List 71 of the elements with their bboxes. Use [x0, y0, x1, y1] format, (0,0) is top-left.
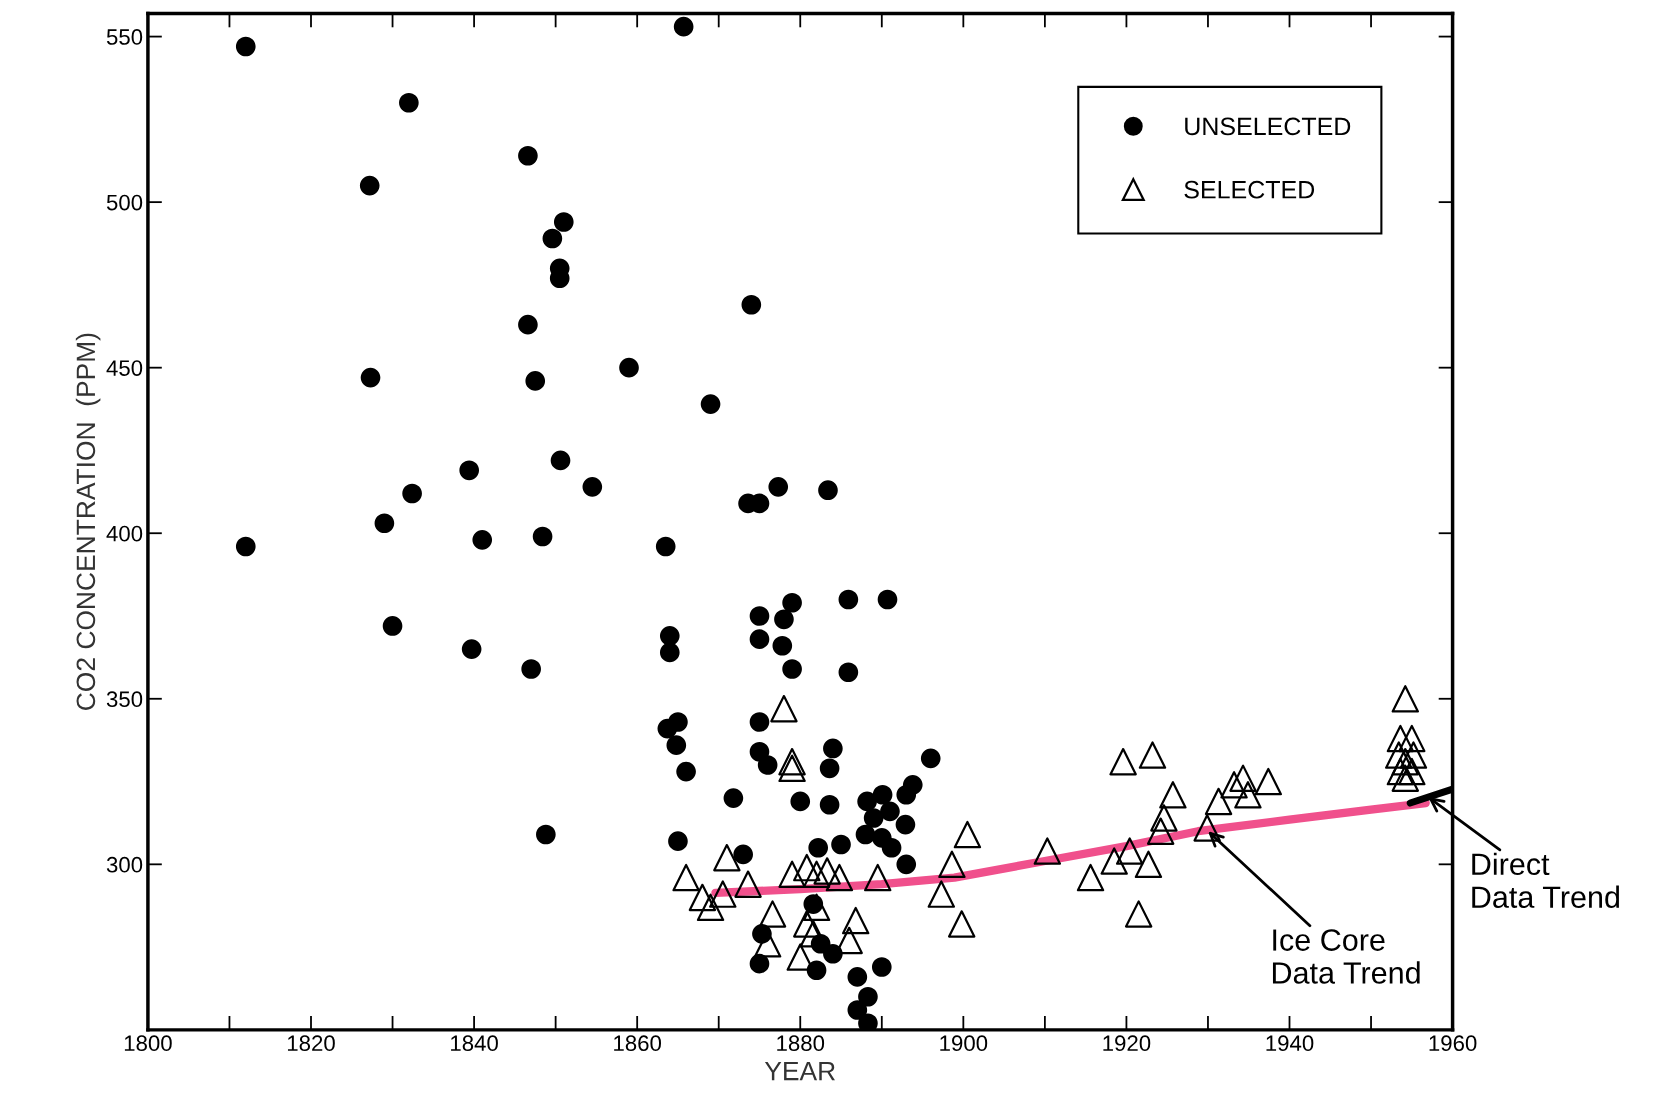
x-tick-label: 1940 [1266, 1035, 1314, 1052]
point [770, 694, 798, 723]
point [1193, 814, 1221, 842]
point [953, 820, 982, 849]
y-tick-label: 550 [106, 29, 143, 45]
point [1398, 724, 1426, 753]
point [1385, 741, 1413, 769]
point [1138, 741, 1167, 769]
x-tick-label: 1880 [777, 1035, 825, 1052]
point [734, 870, 762, 898]
point [709, 880, 737, 908]
point [863, 863, 892, 892]
point [1234, 781, 1262, 809]
point [1109, 747, 1137, 776]
x-tick-label: 1820 [287, 1035, 335, 1052]
point [1124, 900, 1153, 928]
x-tick-label: 1800 [124, 1035, 172, 1052]
x-tick-label: 1900 [940, 1035, 988, 1052]
legend-label: UNSELECTED [1185, 117, 1351, 136]
point [1386, 757, 1415, 786]
point [1399, 741, 1428, 769]
point [672, 863, 700, 892]
point [813, 857, 841, 885]
point [1150, 804, 1178, 832]
point [758, 900, 787, 928]
point [947, 910, 976, 938]
point [1398, 757, 1426, 786]
point [1033, 837, 1062, 865]
point [793, 910, 821, 938]
annotation: Direct Data Trend [1472, 852, 1619, 909]
point [793, 853, 821, 882]
point [696, 893, 725, 922]
point [778, 747, 806, 776]
point [1204, 787, 1233, 816]
legend-label: SELECTED [1184, 180, 1315, 199]
x-axis-title: YEAR [764, 1061, 835, 1081]
y-tick-label: 350 [106, 691, 143, 708]
y-tick-label: 400 [106, 525, 143, 542]
y-tick-label: 300 [106, 856, 143, 873]
x-tick-label: 1840 [451, 1035, 498, 1052]
point [1229, 764, 1257, 792]
x-tick-label: 1960 [1429, 1035, 1477, 1052]
point [835, 926, 863, 955]
point [927, 880, 956, 908]
y-tick-label: 500 [106, 194, 143, 211]
annotation: Ice Core Data Trend [1272, 929, 1420, 984]
point [841, 906, 870, 935]
point [786, 943, 814, 971]
x-tick-label: 1860 [614, 1035, 662, 1052]
point [938, 850, 966, 879]
point [1159, 781, 1187, 809]
point [688, 883, 717, 912]
point [1391, 685, 1420, 713]
y-axis-title: CO2 CONCENTRATION (PPM) [75, 333, 101, 710]
point [1386, 724, 1415, 753]
point [1254, 767, 1283, 796]
x-tick-label: 1920 [1103, 1035, 1151, 1052]
point [1391, 764, 1420, 792]
point [713, 843, 741, 872]
point [1220, 771, 1248, 799]
point [1076, 863, 1105, 892]
point [825, 863, 854, 892]
point [778, 860, 806, 888]
point [778, 754, 806, 783]
y-tick-label: 450 [106, 360, 143, 376]
point [802, 860, 831, 888]
point [1134, 850, 1163, 879]
point [1391, 747, 1420, 776]
point [1115, 837, 1144, 865]
point [1100, 847, 1128, 875]
point [1146, 817, 1175, 845]
